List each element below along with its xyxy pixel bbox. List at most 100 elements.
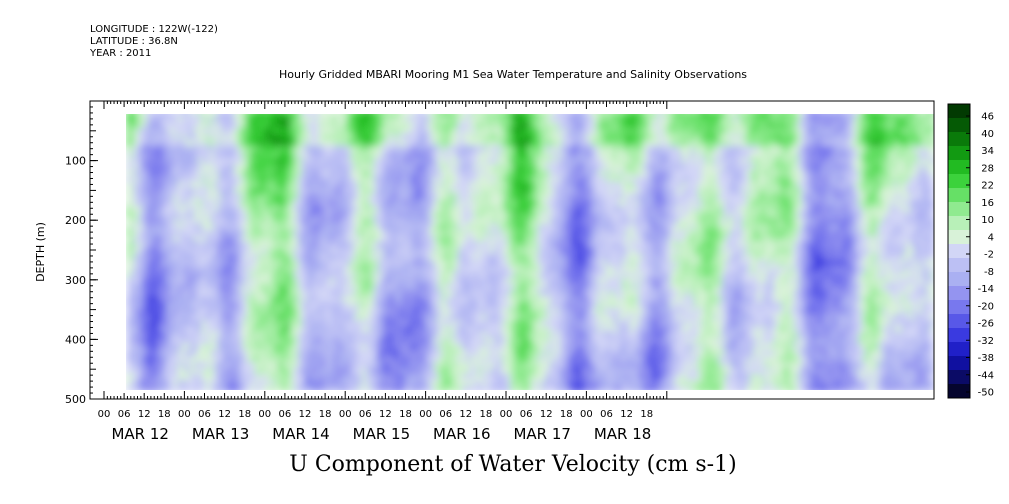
- heatmap-cell: [410, 115, 415, 123]
- heatmap-cell: [186, 295, 191, 303]
- heatmap-cell: [366, 385, 371, 390]
- heatmap-cell: [294, 337, 299, 345]
- heatmap-cell: [478, 139, 483, 147]
- heatmap-cell: [358, 145, 363, 153]
- heatmap-cell: [222, 337, 227, 345]
- heatmap-cell: [538, 349, 543, 357]
- heatmap-cell: [234, 199, 239, 207]
- heatmap-cell: [374, 127, 379, 135]
- heatmap-cell: [370, 331, 375, 339]
- heatmap-cell: [350, 289, 355, 297]
- heatmap-cell: [406, 217, 411, 225]
- heatmap-cell: [390, 283, 395, 291]
- heatmap-cell: [342, 247, 347, 255]
- heatmap-cell: [378, 211, 383, 219]
- heatmap-cell: [138, 205, 143, 213]
- heatmap-cell: [294, 193, 299, 201]
- heatmap-cell: [158, 145, 163, 153]
- heatmap-cell: [418, 379, 423, 387]
- heatmap-cell: [546, 349, 551, 357]
- heatmap-cell: [126, 175, 131, 183]
- heatmap-cell: [514, 163, 519, 171]
- heatmap-cell: [262, 235, 267, 243]
- heatmap-cell: [250, 265, 255, 273]
- heatmap-cell: [250, 355, 255, 363]
- heatmap-cell: [442, 247, 447, 255]
- heatmap-cell: [550, 115, 555, 123]
- heatmap-cell: [282, 139, 287, 147]
- heatmap-cell: [170, 151, 175, 159]
- heatmap-cell: [146, 331, 151, 339]
- heatmap-cell: [514, 343, 519, 351]
- heatmap-cell: [466, 193, 471, 201]
- heatmap-cell: [370, 114, 375, 117]
- heatmap-cell: [538, 157, 543, 165]
- heatmap-cell: [350, 193, 355, 201]
- heatmap-cell: [294, 235, 299, 243]
- heatmap-cell: [334, 139, 339, 147]
- heatmap-cell: [418, 271, 423, 279]
- heatmap-cell: [470, 271, 475, 279]
- heatmap-cell: [342, 163, 347, 171]
- heatmap-cell: [342, 121, 347, 129]
- heatmap-cell: [202, 145, 207, 153]
- heatmap-cell: [534, 187, 539, 195]
- heatmap-cell: [214, 217, 219, 225]
- heatmap-cell: [206, 277, 211, 285]
- heatmap-cell: [342, 337, 347, 345]
- heatmap-cell: [190, 241, 195, 249]
- heatmap-cell: [538, 319, 543, 327]
- heatmap-cell: [270, 271, 275, 279]
- heatmap-cell: [142, 349, 147, 357]
- heatmap-cell: [334, 181, 339, 189]
- heatmap-cell: [310, 367, 315, 375]
- heatmap-cell: [298, 199, 303, 207]
- heatmap-cell: [234, 295, 239, 303]
- heatmap-cell: [486, 121, 491, 129]
- heatmap-cell: [474, 217, 479, 225]
- heatmap-cell: [206, 295, 211, 303]
- heatmap-cell: [514, 373, 519, 381]
- heatmap-cell: [526, 289, 531, 297]
- heatmap-cell: [550, 127, 555, 135]
- heatmap-cell: [286, 121, 291, 129]
- heatmap-cell: [266, 361, 271, 369]
- heatmap-cell: [398, 307, 403, 315]
- heatmap-cell: [458, 361, 463, 369]
- heatmap-cell: [246, 169, 251, 177]
- heatmap-cell: [466, 205, 471, 213]
- heatmap-cell: [206, 133, 211, 141]
- heatmap-cell: [414, 229, 419, 237]
- heatmap-cell: [518, 115, 523, 123]
- heatmap-cell: [414, 151, 419, 159]
- heatmap-cell: [514, 151, 519, 159]
- heatmap-cell: [402, 355, 407, 363]
- heatmap-cell: [546, 367, 551, 375]
- heatmap-cell: [238, 259, 243, 267]
- heatmap-cell: [530, 187, 535, 195]
- heatmap-cell: [238, 211, 243, 219]
- heatmap-cell: [498, 331, 503, 339]
- heatmap-cell: [358, 241, 363, 249]
- heatmap-cell: [370, 313, 375, 321]
- heatmap-cell: [358, 265, 363, 273]
- heatmap-cell: [206, 169, 211, 177]
- heatmap-cell: [270, 337, 275, 345]
- heatmap-cell: [446, 337, 451, 345]
- heatmap-cell: [470, 235, 475, 243]
- heatmap-cell: [234, 205, 239, 213]
- heatmap-cell: [154, 253, 159, 261]
- heatmap-cell: [410, 223, 415, 231]
- heatmap-cell: [546, 247, 551, 255]
- heatmap-cell: [186, 145, 191, 153]
- heatmap-cell: [490, 114, 495, 117]
- heatmap-cell: [446, 115, 451, 123]
- heatmap-cell: [134, 373, 139, 381]
- heatmap-cell: [266, 205, 271, 213]
- heatmap-cell: [218, 169, 223, 177]
- heatmap-cell: [434, 181, 439, 189]
- heatmap-cell: [342, 283, 347, 291]
- heatmap-cell: [382, 241, 387, 249]
- heatmap-cell: [282, 157, 287, 165]
- heatmap-cell: [370, 283, 375, 291]
